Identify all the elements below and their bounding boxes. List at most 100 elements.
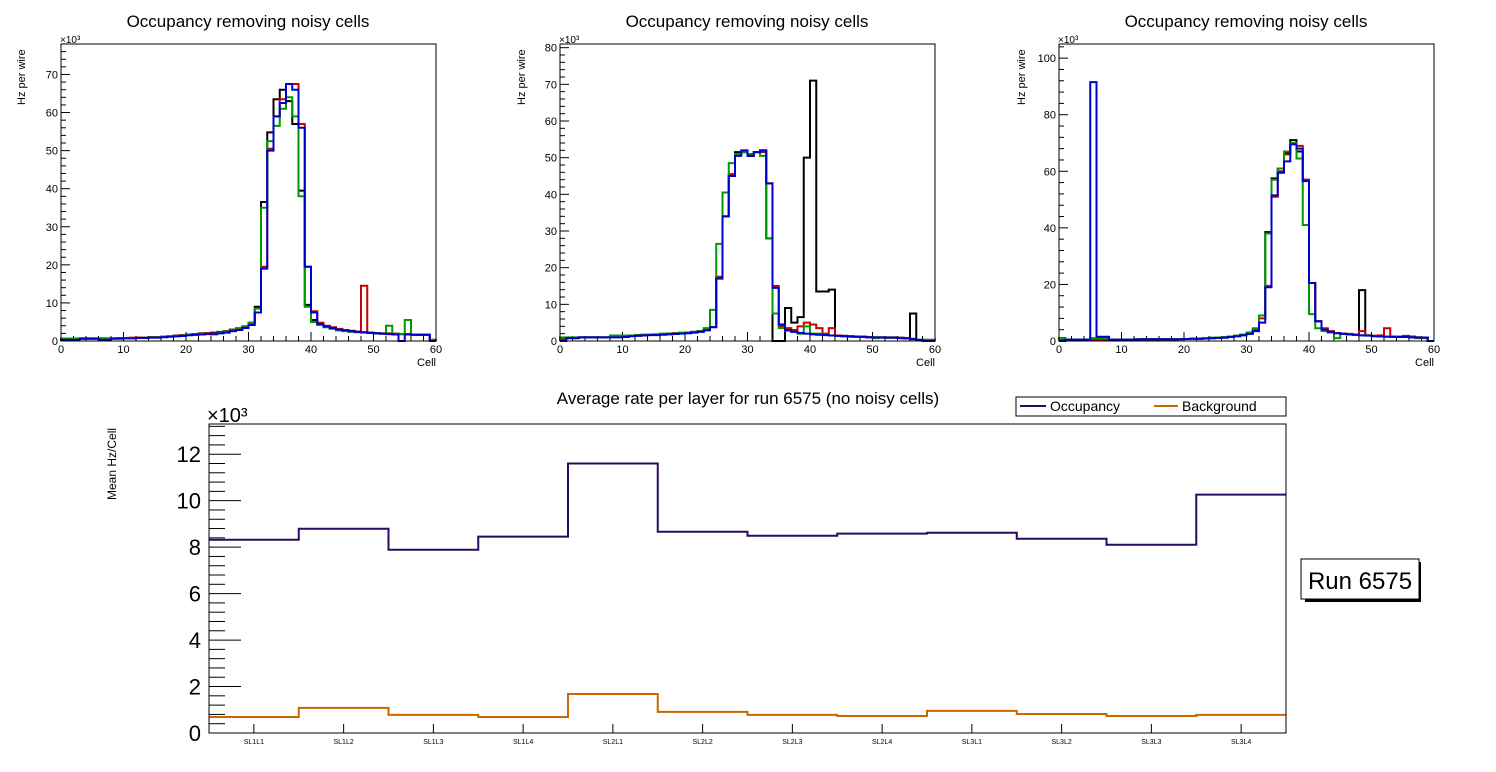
x-tick-label: 40 (804, 344, 816, 356)
x-tick-label-sl3l2: SL3L2 (1052, 739, 1072, 746)
x-tick-label-sl1l2: SL1L2 (334, 739, 354, 746)
y-tick-label: 4 (189, 628, 201, 653)
x-tick-label: 50 (866, 344, 878, 356)
y-tick-label: 6 (189, 582, 201, 607)
panel-1-y-multiplier: ×10³ (60, 35, 81, 46)
series-red-histogram (60, 82, 437, 341)
series-black-histogram (60, 88, 437, 341)
y-tick-label: 10 (177, 489, 201, 514)
x-tick-label-sl2l4: SL2L4 (872, 739, 892, 746)
y-tick-label: 60 (46, 108, 58, 120)
panel-2-title: Occupancy removing noisy cells (626, 12, 869, 31)
series-black-histogram (559, 79, 936, 342)
panel-1-y-label: Hz per wire (16, 49, 28, 105)
legend-background-label: Background (1182, 398, 1257, 414)
series-blue-histogram (560, 149, 935, 342)
x-tick-label: 20 (1178, 344, 1190, 356)
y-tick-label: 30 (46, 222, 58, 234)
x-tick-label: 30 (242, 344, 254, 356)
y-tick-label: 20 (1044, 279, 1056, 291)
x-tick-label: 10 (117, 344, 129, 356)
panel-2-y-label: Hz per wire (516, 49, 528, 105)
run-label-text: Run 6575 (1308, 568, 1412, 595)
x-tick-label-sl1l1: SL1L1 (244, 739, 264, 746)
x-tick-label: 30 (741, 344, 753, 356)
x-tick-label-sl2l3: SL2L3 (782, 739, 802, 746)
run-label-box: Run 6575 (1300, 558, 1421, 602)
y-tick-label: 50 (46, 146, 58, 158)
x-tick-label: 30 (1240, 344, 1252, 356)
panel-2-frame (559, 43, 936, 342)
y-tick-label: 40 (545, 189, 557, 201)
x-tick-label: 20 (180, 344, 192, 356)
panel-3-frame (1058, 43, 1435, 342)
y-tick-label: 0 (52, 336, 58, 348)
panel-1-x-label: Cell (417, 357, 436, 369)
x-tick-label: 0 (557, 344, 563, 356)
panel-1-title: Occupancy removing noisy cells (127, 12, 370, 31)
legend-box (1015, 396, 1287, 417)
histogram-panel-2: Occupancy removing noisy cells Hz per wi… (516, 12, 941, 369)
series-green-histogram (559, 151, 936, 341)
y-tick-label: 60 (545, 116, 557, 128)
series-occupancy-line (209, 462, 1286, 551)
y-tick-label: 8 (189, 535, 201, 560)
y-tick-label: 0 (189, 721, 201, 746)
x-tick-label: 60 (929, 344, 941, 356)
legend: Occupancy Background (1015, 396, 1287, 417)
y-tick-label: 70 (46, 69, 58, 81)
y-tick-label: 50 (545, 153, 557, 165)
y-tick-label: 10 (545, 299, 557, 311)
x-tick-label: 0 (58, 344, 64, 356)
y-tick-label: 80 (1044, 110, 1056, 122)
x-tick-label-sl2l1: SL2L1 (603, 739, 623, 746)
y-tick-label: 60 (1044, 166, 1056, 178)
y-tick-label: 30 (545, 226, 557, 238)
x-tick-label: 40 (1303, 344, 1315, 356)
y-tick-label: 0 (551, 336, 557, 348)
y-tick-label: 20 (46, 260, 58, 272)
x-tick-label-sl3l1: SL3L1 (962, 739, 982, 746)
y-tick-label: 40 (46, 184, 58, 196)
y-tick-label: 10 (46, 298, 58, 310)
series-black-histogram (1058, 139, 1434, 342)
series-red-histogram (1058, 142, 1434, 342)
panel-3-y-label: Hz per wire (1016, 49, 1028, 105)
x-tick-label: 50 (367, 344, 379, 356)
layer-rate-y-label: Mean Hz/Cell (105, 428, 119, 500)
x-tick-label: 10 (1115, 344, 1127, 356)
x-tick-label-sl3l3: SL3L3 (1141, 739, 1161, 746)
x-tick-label: 50 (1365, 344, 1377, 356)
panel-2-x-label: Cell (916, 357, 935, 369)
x-tick-label: 0 (1056, 344, 1062, 356)
y-tick-label: 2 (189, 675, 201, 700)
y-tick-label: 80 (545, 43, 557, 55)
series-blue-histogram (1059, 81, 1434, 342)
layer-rate-frame (208, 423, 1287, 734)
layer-rate-title: Average rate per layer for run 6575 (no … (557, 389, 939, 408)
y-tick-label: 100 (1038, 53, 1056, 65)
series-background-line (209, 692, 1286, 718)
y-tick-label: 70 (545, 79, 557, 91)
panel-2-y-multiplier: ×10³ (559, 35, 580, 46)
x-tick-label-sl3l4: SL3L4 (1231, 739, 1251, 746)
run-label-frame (1300, 558, 1420, 600)
y-tick-label: 12 (177, 442, 201, 467)
series-red-histogram (559, 151, 936, 341)
x-tick-label: 20 (679, 344, 691, 356)
y-tick-label: 0 (1050, 336, 1056, 348)
x-tick-label: 60 (430, 344, 442, 356)
layer-rate-y-multiplier: ×10³ (207, 405, 248, 427)
series-green-histogram (1058, 142, 1434, 342)
x-tick-label: 40 (305, 344, 317, 356)
x-tick-label-sl2l2: SL2L2 (693, 739, 713, 746)
x-tick-label: 10 (616, 344, 628, 356)
histogram-panel-1: Occupancy removing noisy cells Hz per wi… (16, 12, 442, 369)
histogram-panel-3: Occupancy removing noisy cells Hz per wi… (1016, 12, 1440, 369)
series-green-histogram (60, 96, 437, 341)
x-tick-label: 60 (1428, 344, 1440, 356)
series-blue-histogram (60, 82, 436, 342)
panel-3-x-label: Cell (1415, 357, 1434, 369)
layer-rate-panel: Average rate per layer for run 6575 (no … (105, 389, 1421, 746)
